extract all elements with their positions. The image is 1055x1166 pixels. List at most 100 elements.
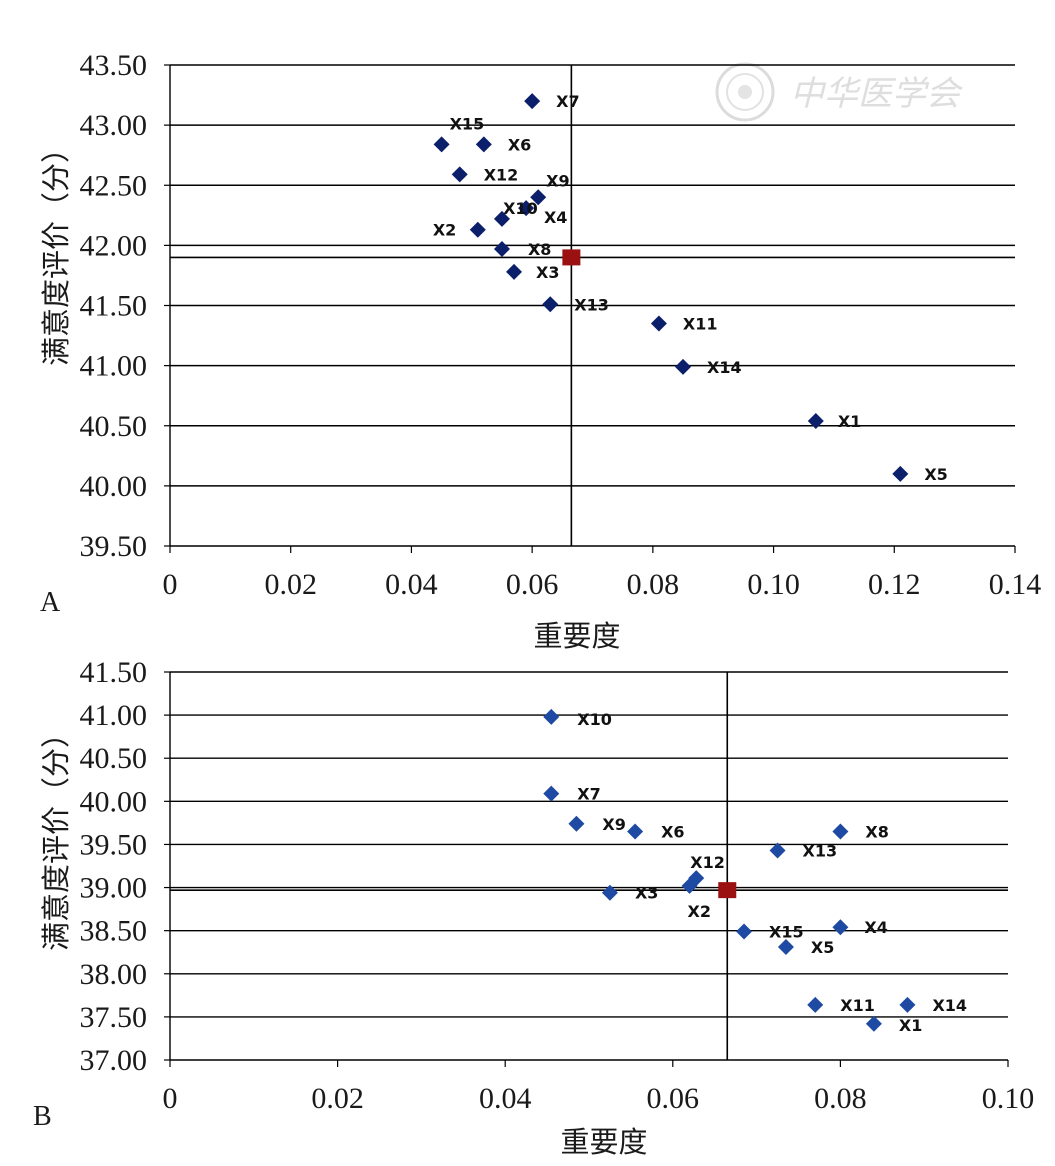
y-tick-label: 38.00 <box>80 958 148 991</box>
point-label-x15: X15 <box>769 923 804 942</box>
x-axis-title: 重要度 <box>560 1125 647 1159</box>
point-label-x14: X14 <box>707 358 742 377</box>
watermark-text: 中华医学会 <box>790 74 964 114</box>
point-label-x2: X2 <box>433 221 456 240</box>
y-tick-label: 37.00 <box>80 1044 148 1077</box>
point-label-x5: X5 <box>924 465 947 484</box>
x-tick-label: 0.06 <box>506 568 559 601</box>
x-axis-title: 重要度 <box>533 619 620 653</box>
grid-lines <box>170 671 1008 1018</box>
panel-letter: B <box>33 1101 52 1132</box>
data-point-x12 <box>688 870 705 887</box>
x-tick-label: 0.02 <box>264 568 317 601</box>
data-point-x3 <box>601 884 618 901</box>
y-tick-label: 41.50 <box>80 656 148 689</box>
seal-icon <box>715 62 775 122</box>
axes <box>164 671 1009 1067</box>
data-point-x4 <box>493 210 510 227</box>
data-point-x11 <box>807 996 824 1013</box>
point-label-x10: X10 <box>577 710 612 729</box>
y-tick-label: 40.50 <box>80 742 148 775</box>
data-point-x1 <box>807 412 824 429</box>
point-label-x9: X9 <box>602 815 625 834</box>
y-tick-label: 43.00 <box>80 109 148 142</box>
data-point-x14 <box>675 358 692 375</box>
y-tick-label: 39.50 <box>80 828 148 861</box>
point-label-x5: X5 <box>811 938 834 957</box>
data-point-x6 <box>627 823 644 840</box>
x-tick-label: 0.08 <box>814 1082 867 1115</box>
point-label-x13: X13 <box>574 295 609 314</box>
mean-marker-group <box>562 249 581 266</box>
y-axis-title: 满意度评价（分） <box>39 134 73 366</box>
x-tick-label: 0.04 <box>385 568 438 601</box>
data-point-x8 <box>832 823 849 840</box>
y-tick-label: 41.50 <box>80 290 148 323</box>
point-label-x11: X11 <box>683 315 718 334</box>
axes <box>164 64 1016 553</box>
data-point-x10 <box>518 200 535 217</box>
point-label-x6: X6 <box>508 135 531 154</box>
data-point-x7 <box>543 785 560 802</box>
x-tick-label: 0.14 <box>989 568 1042 601</box>
data-point-x5 <box>892 465 909 482</box>
y-tick-label: 40.00 <box>80 785 148 818</box>
y-tick-label: 39.50 <box>80 530 148 563</box>
y-tick-labels: 37.00 37.50 38.00 38.50 39.00 39.50 40.00 40.50… <box>80 656 148 1077</box>
mean-marker <box>718 882 737 899</box>
x-tick-label: 0 <box>163 1082 178 1115</box>
x-tick-labels: 0 0.02 0.04 0.06 0.08 0.10 <box>163 1082 1035 1115</box>
y-tick-labels: 39.50 40.00 40.50 41.00 41.50 42.00 42.50 43.00… <box>80 49 148 563</box>
chart-panel-b: 37.00 37.50 38.00 38.50 39.00 39.50 40.00 40.50… <box>33 656 1034 1159</box>
point-label-x3: X3 <box>536 263 559 282</box>
x-tick-label: 0.04 <box>479 1082 532 1115</box>
watermark: 中华医学会 <box>715 62 964 122</box>
y-tick-label: 39.00 <box>80 872 148 905</box>
x-tick-label: 0 <box>163 568 178 601</box>
point-label-x8: X8 <box>528 240 551 259</box>
point-labels: X1 X2 X3 X4 X5 X6 X7 X8 X9 X10 X11 X12 X13 X14 X15 <box>577 710 967 1035</box>
point-label-x10: X10 <box>503 199 538 218</box>
data-points <box>543 708 916 1032</box>
data-points <box>433 93 909 482</box>
data-point-x2 <box>469 221 486 238</box>
x-tick-label: 0.12 <box>868 568 921 601</box>
data-point-x15 <box>433 136 450 153</box>
chart-panel-a: 39.50 40.00 40.50 41.00 41.50 42.00 42.50 43.00… <box>39 49 1041 653</box>
x-tick-label: 0.10 <box>747 568 800 601</box>
reference-lines <box>170 672 1008 1060</box>
y-tick-label: 42.50 <box>80 169 148 202</box>
point-label-x9: X9 <box>546 171 569 190</box>
x-tick-label: 0.10 <box>982 1082 1035 1115</box>
y-tick-label: 40.00 <box>80 470 148 503</box>
point-labels: X1 X2 X3 X4 X5 X6 X7 X8 X9 X10 X11 X12 X13 X14 X15 <box>433 92 948 484</box>
y-tick-label: 43.50 <box>80 49 148 82</box>
x-tick-label: 0.02 <box>311 1082 364 1115</box>
point-label-x12: X12 <box>690 853 725 872</box>
data-point-x15 <box>736 923 753 940</box>
mean-marker-group <box>718 882 737 899</box>
y-tick-label: 37.50 <box>80 1001 148 1034</box>
grid-lines <box>170 64 1015 487</box>
point-label-x12: X12 <box>484 165 519 184</box>
data-point-x7 <box>524 93 541 110</box>
panel-letter: A <box>40 587 61 618</box>
point-label-x7: X7 <box>556 92 579 111</box>
point-label-x7: X7 <box>577 785 600 804</box>
point-label-x8: X8 <box>865 823 888 842</box>
point-label-x1: X1 <box>838 412 861 431</box>
y-tick-label: 40.50 <box>80 410 148 443</box>
data-point-x4 <box>832 919 849 936</box>
point-label-x14: X14 <box>932 996 967 1015</box>
data-point-x3 <box>506 263 523 280</box>
point-label-x11: X11 <box>840 996 875 1015</box>
data-point-x6 <box>475 136 492 153</box>
point-label-x13: X13 <box>803 841 838 860</box>
data-point-x10 <box>543 708 560 725</box>
x-tick-labels: 0 0.02 0.04 0.06 0.08 0.10 0.12 0.14 <box>163 568 1042 601</box>
y-tick-label: 41.00 <box>80 699 148 732</box>
data-point-x8 <box>493 240 510 257</box>
x-tick-label: 0.08 <box>627 568 680 601</box>
data-point-x9 <box>530 189 547 206</box>
